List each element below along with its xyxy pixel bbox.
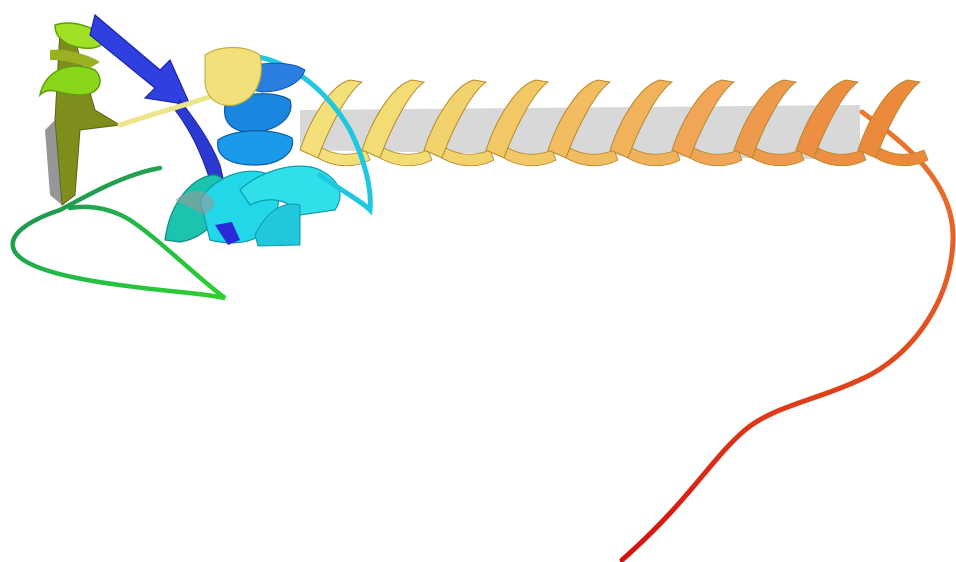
- cyan-coil: [227, 53, 373, 216]
- helix-turn: [423, 79, 488, 159]
- blue-beta-strand: [89, 13, 191, 106]
- helix-turn: [795, 79, 860, 159]
- cyan-helix: [164, 165, 341, 247]
- helix-turn: [485, 79, 550, 159]
- c-terminal-coil: [619, 109, 956, 562]
- helix-turn: [733, 79, 798, 159]
- helix-start-yellow: [204, 46, 262, 107]
- helix-turn: [547, 79, 612, 159]
- helix-turn: [299, 79, 364, 159]
- n-terminus-fragment: [215, 222, 240, 245]
- green-loop: [10, 165, 227, 301]
- helix-turn: [361, 79, 426, 159]
- helix-turn: [609, 79, 674, 159]
- helix-turn: [671, 79, 736, 159]
- long-alpha-helix: [299, 79, 929, 167]
- helix-turn: [857, 79, 922, 159]
